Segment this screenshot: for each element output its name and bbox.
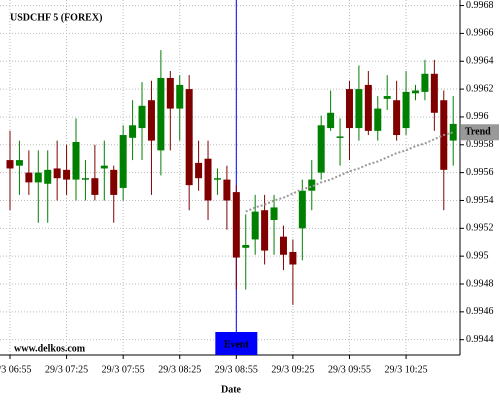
candle-body bbox=[15, 160, 23, 166]
candle-body bbox=[138, 105, 146, 129]
x-tick-label: 29/3 09:25 bbox=[271, 364, 314, 375]
candle-body bbox=[223, 179, 231, 201]
candle-body bbox=[261, 210, 269, 251]
trend-line bbox=[245, 131, 454, 213]
y-tick-label: 0.995 bbox=[466, 250, 489, 261]
candle-body bbox=[317, 125, 325, 173]
candle-body bbox=[213, 178, 221, 180]
candle-body bbox=[421, 73, 429, 92]
y-tick-label: 0.9946 bbox=[466, 306, 494, 317]
candle-body bbox=[430, 73, 438, 113]
candle-body bbox=[242, 245, 250, 248]
candle-body bbox=[91, 178, 99, 195]
candle-body bbox=[6, 160, 14, 169]
candle-body bbox=[298, 190, 306, 229]
candle-body bbox=[289, 251, 297, 265]
candle-body bbox=[345, 89, 353, 129]
y-tick-label: 0.9966 bbox=[466, 28, 494, 39]
candle-body bbox=[44, 169, 52, 184]
candle-body bbox=[327, 112, 335, 129]
candle-body bbox=[232, 192, 240, 258]
candle-body bbox=[204, 158, 212, 201]
watermark: www.delkos.com bbox=[14, 343, 86, 354]
y-tick-label: 0.9952 bbox=[466, 223, 494, 234]
y-tick-label: 0.9944 bbox=[466, 334, 494, 345]
candle-body bbox=[270, 207, 278, 220]
y-tick-label: 0.996 bbox=[466, 111, 489, 122]
candle-body bbox=[393, 100, 401, 136]
candle-body bbox=[63, 169, 71, 180]
x-tick-label: 29/3 07:25 bbox=[45, 364, 88, 375]
candle-body bbox=[355, 89, 363, 129]
y-tick-label: 0.9964 bbox=[466, 56, 494, 67]
candle-body bbox=[119, 135, 127, 188]
candle-body bbox=[53, 168, 61, 179]
trend-label: Trend bbox=[465, 127, 491, 138]
x-tick-label: 29/3 08:25 bbox=[158, 364, 201, 375]
candle-body bbox=[157, 77, 165, 151]
candle-body bbox=[185, 89, 193, 186]
candle-body bbox=[25, 172, 33, 183]
candle-body bbox=[411, 90, 419, 94]
x-tick-label: 29/3 06:55 bbox=[0, 364, 32, 375]
y-tick-label: 0.9954 bbox=[466, 195, 494, 206]
candle-body bbox=[100, 165, 108, 169]
candle-body bbox=[34, 172, 42, 183]
x-tick-label: 29/3 10:25 bbox=[385, 364, 428, 375]
candle-body bbox=[72, 142, 80, 180]
y-tick-label: 0.9958 bbox=[466, 139, 494, 150]
candle-body bbox=[176, 84, 184, 109]
event-box bbox=[215, 332, 258, 355]
x-tick-label: 29/3 09:55 bbox=[328, 364, 371, 375]
x-tick-label: 29/3 07:55 bbox=[102, 364, 145, 375]
candle-body bbox=[110, 169, 118, 195]
chart-title: USDCHF 5 (FOREX) bbox=[10, 12, 102, 23]
candle-body bbox=[374, 108, 382, 131]
candle-body bbox=[308, 179, 316, 191]
candle-body bbox=[383, 96, 391, 99]
candle-body bbox=[195, 162, 203, 179]
candle-body bbox=[449, 123, 457, 141]
candle-body bbox=[129, 125, 137, 138]
event-label: Event bbox=[224, 339, 250, 350]
x-tick-label: 29/3 08:55 bbox=[215, 364, 258, 375]
y-tick-label: 0.9956 bbox=[466, 167, 494, 178]
y-tick-label: 0.9948 bbox=[466, 278, 494, 289]
candle-body bbox=[147, 100, 155, 141]
y-tick-label: 0.9962 bbox=[466, 83, 494, 94]
candle-body bbox=[336, 136, 344, 138]
candle-body bbox=[81, 178, 89, 180]
candle-body bbox=[279, 236, 287, 255]
candle-body bbox=[166, 77, 174, 109]
y-tick-label: 0.9968 bbox=[466, 0, 494, 11]
trend-label-box bbox=[461, 124, 499, 141]
candle-body bbox=[364, 84, 372, 131]
candle-body bbox=[251, 211, 259, 240]
x-axis-label: Date bbox=[221, 384, 242, 395]
candle-body bbox=[402, 91, 410, 129]
